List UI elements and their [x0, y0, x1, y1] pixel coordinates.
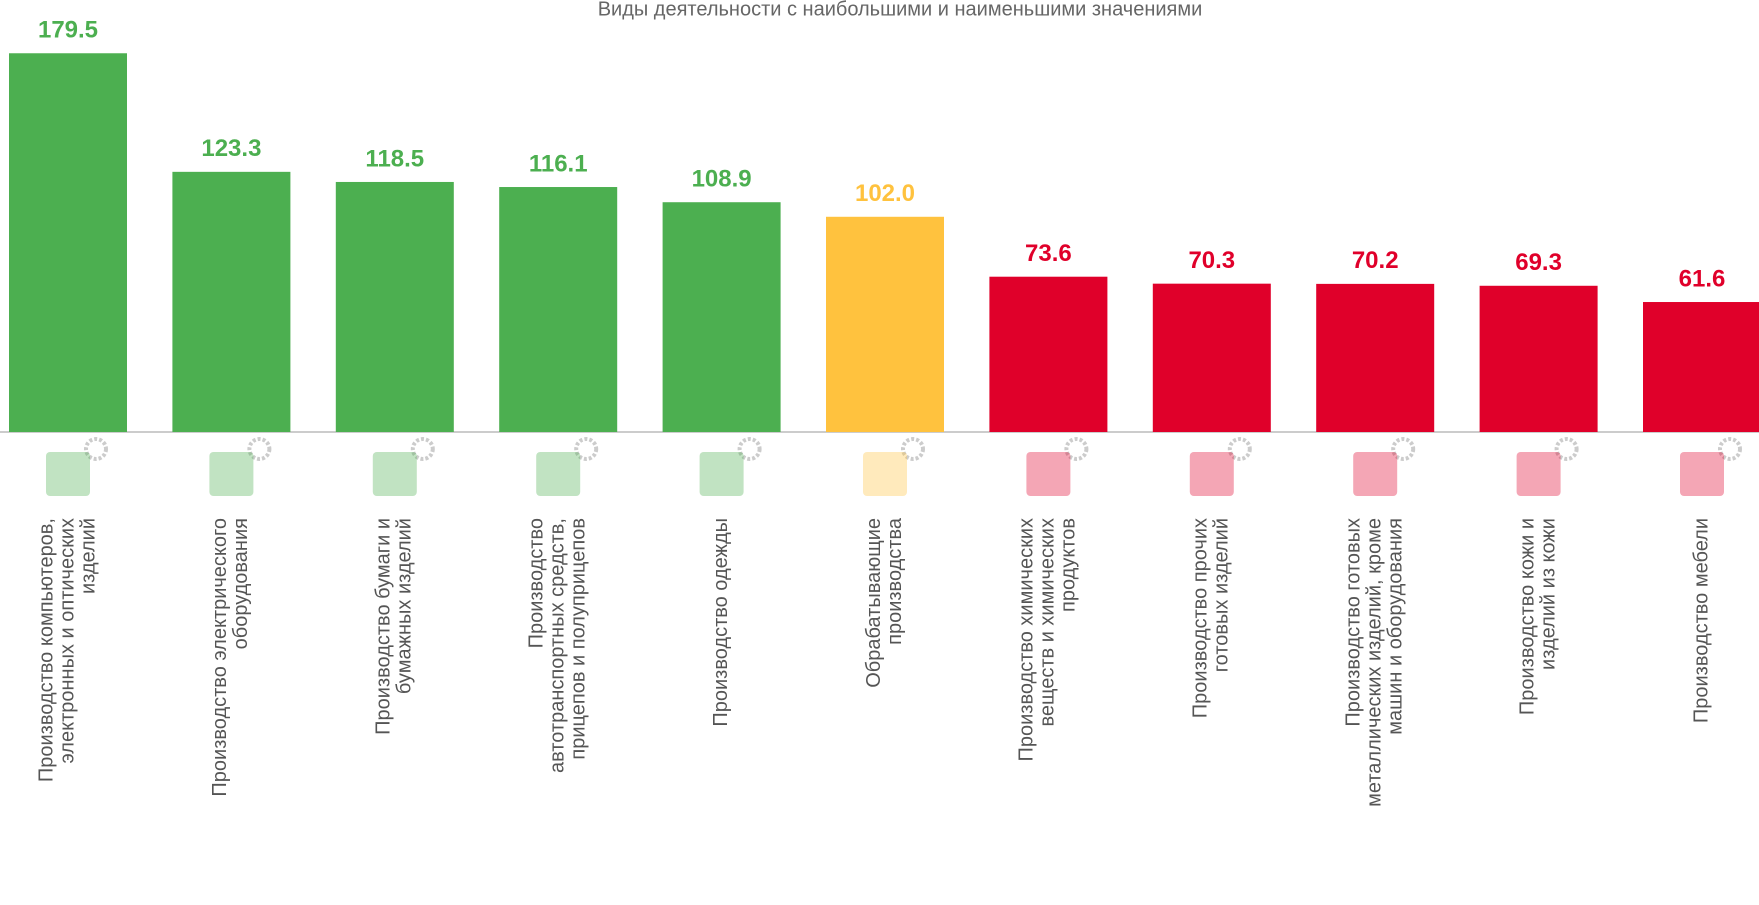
x-tick-label: Производство одежды [710, 518, 732, 727]
value-label: 108.9 [692, 166, 752, 193]
icon [1353, 452, 1397, 496]
bar [1153, 284, 1271, 432]
x-tick-label: машин и оборудования [1384, 518, 1406, 735]
x-tick-label: Производство готовых [1342, 518, 1364, 727]
value-label: 70.3 [1188, 247, 1235, 274]
bar [1643, 302, 1759, 432]
value-label: 69.3 [1515, 249, 1562, 276]
x-tick-label: Производство прочих [1190, 518, 1212, 718]
bar [499, 187, 617, 432]
icon [373, 452, 417, 496]
value-label: 118.5 [365, 145, 424, 172]
x-tick-label: оборудования [230, 518, 252, 649]
bar [172, 172, 290, 432]
x-tick-label: бумажных изделий [394, 518, 416, 694]
chart-title: Виды деятельности с наибольшими и наимен… [598, 0, 1203, 20]
icon [209, 452, 253, 496]
x-tick-label: автотранспортных средств, [546, 518, 568, 773]
x-tick-label: веществ и химических [1037, 518, 1059, 727]
icon [1190, 452, 1234, 496]
bar [1316, 284, 1434, 432]
x-tick-label: Производство [525, 518, 547, 648]
value-label: 61.6 [1679, 265, 1726, 292]
icon [1026, 452, 1070, 496]
bar [9, 53, 127, 432]
x-tick-label: электронных и оптических [56, 518, 78, 763]
x-tick-label: изделий [77, 518, 99, 594]
chart: Виды деятельности с наибольшими и наимен… [0, 0, 1759, 905]
page: Виды деятельности с наибольшими и наимен… [0, 0, 1759, 905]
x-tick-label: производства [884, 517, 906, 645]
icon [536, 452, 580, 496]
value-label: 116.1 [529, 150, 588, 177]
x-tick-label: Производство бумаги и [373, 518, 395, 735]
value-label: 179.5 [38, 17, 98, 44]
bar [989, 277, 1107, 432]
x-tick-label: готовых изделий [1211, 518, 1233, 672]
x-tick-label: продуктов [1058, 518, 1080, 612]
value-label: 123.3 [201, 135, 261, 162]
icon [1517, 452, 1561, 496]
x-tick-label: металлических изделий, кроме [1363, 518, 1385, 807]
x-tick-label: Производство электрического [209, 518, 231, 797]
x-tick-label: Производство компьютеров, [35, 518, 57, 782]
icon [46, 452, 90, 496]
x-tick-label: Производство кожи и [1516, 518, 1538, 715]
value-label: 73.6 [1025, 240, 1072, 267]
bar [663, 202, 781, 432]
icon [863, 452, 907, 496]
x-tick-label: Производство мебели [1690, 518, 1712, 723]
x-tick-label: Обрабатывающие [863, 518, 885, 688]
bar [336, 182, 454, 432]
x-tick-label: Производство химических [1016, 518, 1038, 762]
x-tick-label: прицепов и полуприцепов [567, 518, 589, 760]
icon [700, 452, 744, 496]
value-label: 70.2 [1352, 247, 1399, 274]
icon [1680, 452, 1724, 496]
bar [1480, 286, 1598, 432]
x-tick-label: изделий из кожи [1537, 518, 1559, 670]
value-label: 102.0 [855, 180, 915, 207]
bar [826, 217, 944, 432]
